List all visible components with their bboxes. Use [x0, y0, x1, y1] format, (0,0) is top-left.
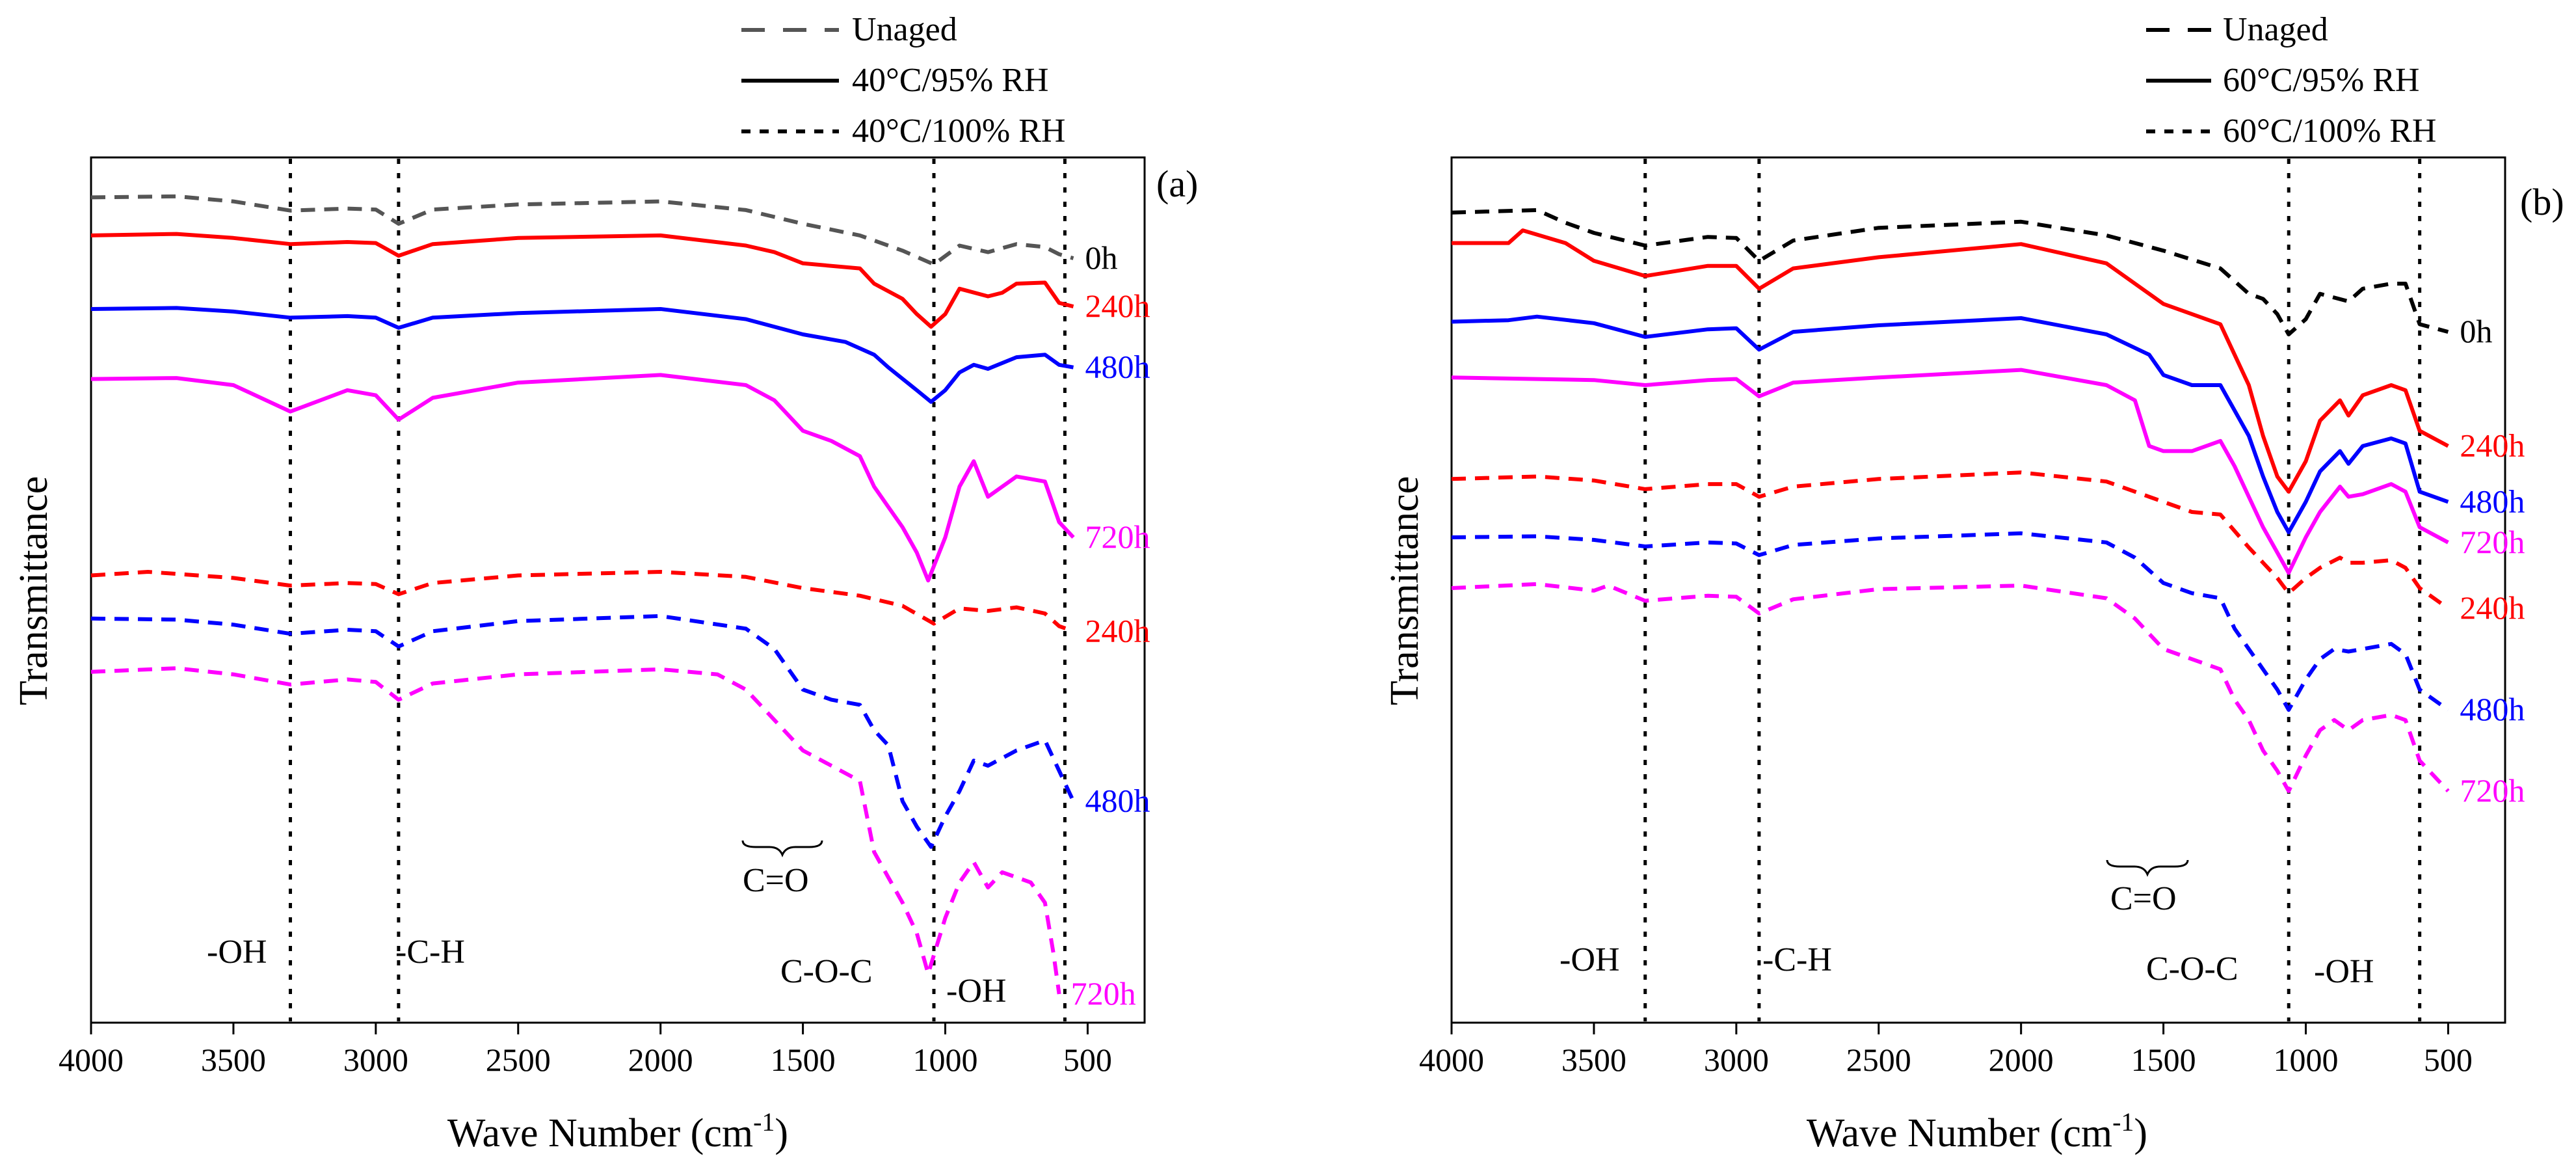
x-tick-label-a-4000: 4000 — [59, 1042, 124, 1078]
series-label-b-6: 720h — [2460, 772, 2525, 809]
series-a-4 — [90, 570, 1074, 634]
series-label-b-2: 480h — [2460, 483, 2525, 519]
series-label-a-4: 240h — [1085, 612, 1150, 649]
annotation-a-co: C=O — [743, 862, 809, 899]
curve-labels-b: 0h 240h 480h 720h 240h 480h 720h — [2460, 313, 2525, 809]
annotation-b-oh2: -OH — [2314, 953, 2374, 990]
series-label-a-0: 0h — [1085, 239, 1118, 276]
x-tick-label-a-2000: 2000 — [628, 1042, 693, 1078]
x-tick-label-a-1000: 1000 — [913, 1042, 978, 1078]
legend-b-label-100rh: 60°C/100% RH — [2223, 113, 2436, 150]
series-label-a-2: 480h — [1085, 349, 1150, 385]
x-tick-label-a-1500: 1500 — [771, 1042, 836, 1078]
curve-labels-a: 0h 240h 480h 720h 240h 480h 720h — [1071, 239, 1150, 1012]
series-label-b-1: 240h — [2460, 427, 2525, 464]
series-b-1 — [1452, 228, 2449, 494]
curves-b — [1451, 208, 2450, 793]
legend-a: Unaged 40°C/95% RH 40°C/100% RH — [741, 11, 1065, 150]
annotation-b-coc: C-O-C — [2146, 950, 2238, 988]
series-a-3 — [90, 373, 1075, 583]
series-b-5 — [1451, 531, 2450, 712]
series-a-0 — [90, 194, 1074, 267]
x-tick-label-a-2500: 2500 — [486, 1042, 551, 1078]
series-label-a-6: 720h — [1071, 975, 1136, 1012]
annotation-b-co: C=O — [2110, 880, 2177, 917]
x-ticks-b: 4000 3500 3000 2500 2000 1500 1000 500 — [1419, 1023, 2473, 1078]
annotation-a-co-brace — [741, 840, 823, 857]
panel-b: Unaged 60°C/95% RH 60°C/100% RH 0h 240h 48… — [1383, 11, 2564, 1155]
x-tick-label-a-500: 500 — [1063, 1042, 1112, 1078]
x-axis-title-a-main: Wave Number (cm — [447, 1111, 753, 1155]
series-label-a-5: 480h — [1085, 783, 1150, 819]
legend-b-label-unaged: Unaged — [2223, 11, 2328, 48]
x-axis-title-b-main: Wave Number (cm — [1807, 1111, 2112, 1155]
x-tick-label-a-3000: 3000 — [343, 1042, 408, 1078]
reference-lines-a — [288, 159, 1067, 1021]
x-tick-label-b-1500: 1500 — [2131, 1042, 2196, 1078]
series-a-5 — [90, 613, 1076, 849]
x-tick-label-b-1000: 1000 — [2274, 1042, 2339, 1078]
curves-a — [90, 194, 1076, 995]
x-ticks-a: 4000 3500 3000 2500 2000 1500 1000 500 — [59, 1023, 1112, 1078]
y-axis-title-b: Transmittance — [1383, 476, 1427, 705]
x-tick-label-a-3500: 3500 — [201, 1042, 266, 1078]
x-tick-label-b-2500: 2500 — [1846, 1042, 1911, 1078]
series-label-b-4: 240h — [2460, 589, 2525, 626]
x-axis-title-a-sup: -1 — [753, 1107, 775, 1137]
annotation-a-coc: C-O-C — [780, 953, 873, 990]
legend-a-label-95rh: 40°C/95% RH — [852, 62, 1048, 99]
series-label-b-0: 0h — [2460, 313, 2492, 349]
series-a-1 — [90, 232, 1074, 329]
legend-a-label-100rh: 40°C/100% RH — [852, 113, 1065, 150]
x-tick-label-b-3500: 3500 — [1561, 1042, 1627, 1078]
panel-a: Unaged 40°C/95% RH 40°C/100% RH 0h 240h 48… — [12, 11, 1198, 1155]
x-axis-title-b-suffix: ) — [2134, 1111, 2147, 1155]
x-tick-label-b-4000: 4000 — [1419, 1042, 1484, 1078]
series-label-b-5: 480h — [2460, 691, 2525, 727]
annotation-b-oh: -OH — [1560, 941, 1619, 978]
series-b-6 — [1451, 582, 2450, 793]
series-a-6 — [90, 666, 1061, 995]
x-tick-label-b-2000: 2000 — [1989, 1042, 2054, 1078]
series-b-3 — [1451, 368, 2449, 575]
plot-frame-b — [1450, 156, 2506, 1024]
y-axis-title-a: Transmittance — [12, 476, 56, 705]
annotation-a-ch: -C-H — [395, 934, 465, 971]
x-tick-label-b-500: 500 — [2424, 1042, 2473, 1078]
series-b-2 — [1451, 314, 2449, 535]
panel-label-b: (b) — [2520, 181, 2564, 223]
legend-b: Unaged 60°C/95% RH 60°C/100% RH — [2146, 11, 2436, 150]
annotation-b-co-brace — [2106, 859, 2189, 877]
annotation-a-oh: -OH — [207, 934, 267, 971]
series-b-0 — [1451, 208, 2449, 336]
legend-a-label-unaged: Unaged — [852, 11, 957, 48]
x-axis-title-a: Wave Number (cm-1) — [447, 1107, 788, 1155]
annotation-b-ch: -C-H — [1762, 941, 1832, 978]
x-axis-title-b: Wave Number (cm-1) — [1807, 1107, 2147, 1155]
series-label-b-3: 720h — [2460, 524, 2525, 560]
series-label-a-1: 240h — [1085, 288, 1150, 324]
series-b-4 — [1451, 470, 2450, 610]
x-tick-label-b-3000: 3000 — [1704, 1042, 1769, 1078]
x-axis-title-a-suffix: ) — [775, 1111, 788, 1155]
series-a-2 — [90, 306, 1074, 404]
panel-label-a: (a) — [1156, 163, 1198, 205]
annotation-a-oh2: -OH — [946, 973, 1006, 1010]
x-axis-title-b-sup: -1 — [2112, 1107, 2134, 1137]
series-label-a-3: 720h — [1085, 518, 1150, 555]
plot-frame-a — [90, 156, 1146, 1024]
legend-b-label-95rh: 60°C/95% RH — [2223, 62, 2419, 99]
